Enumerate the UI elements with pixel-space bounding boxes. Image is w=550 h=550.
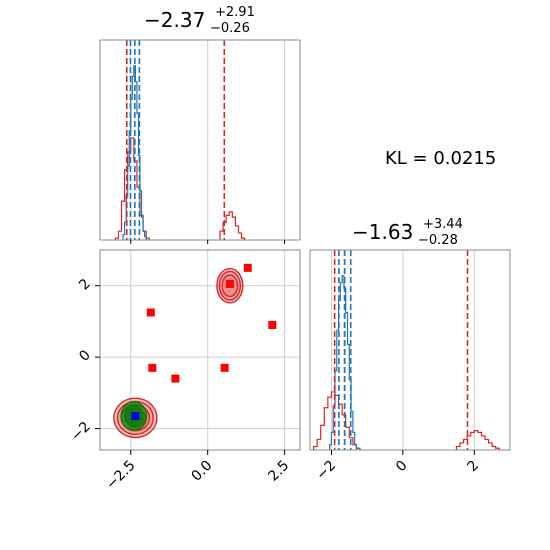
param2-median: −1.63 (352, 220, 414, 244)
red-square-marker (243, 263, 252, 272)
panel3-x-tick-label: 2.5 (265, 458, 292, 485)
panel4-bg (310, 250, 510, 450)
red-square-marker (171, 374, 180, 383)
param2-lower-error: −0.28 (418, 233, 458, 248)
panel4-x-tick-label: 2 (464, 458, 482, 476)
red-square-marker (225, 279, 234, 288)
panel3-y-tick-label: 2 (76, 276, 94, 294)
panel3-x-tick-label: 0.0 (188, 458, 215, 485)
param1-title: −2.37 +2.91 −0.26 (144, 5, 255, 36)
param2-title: −1.63 +3.44 −0.28 (352, 217, 463, 248)
param2-upper-error: +3.44 (423, 217, 463, 232)
red-square-marker (148, 363, 157, 372)
panel3-x-tick-label: −2.5 (103, 458, 138, 493)
panel4-reference-hist (312, 391, 500, 450)
param1-lower-error: −0.26 (210, 21, 250, 36)
panel4-approx-hist (329, 275, 358, 450)
red-square-marker (220, 363, 229, 372)
panel4-frame (309, 249, 511, 451)
panel3-y-tick-label: −2 (68, 419, 94, 445)
panel4-x-tick-label: −2 (313, 458, 339, 484)
param1-median: −2.37 (144, 8, 206, 32)
panel1-frame (99, 39, 301, 241)
panel4-x-tick-label: 0 (393, 458, 411, 476)
panel3-frame (99, 249, 301, 451)
blue-square-marker (131, 412, 140, 421)
red-square-marker (146, 308, 155, 317)
kl-annotation: KL = 0.0215 (385, 148, 497, 169)
param1-upper-error: +2.91 (215, 5, 255, 20)
red-square-marker (268, 321, 277, 329)
panel3-y-tick-label: 0 (76, 347, 94, 365)
